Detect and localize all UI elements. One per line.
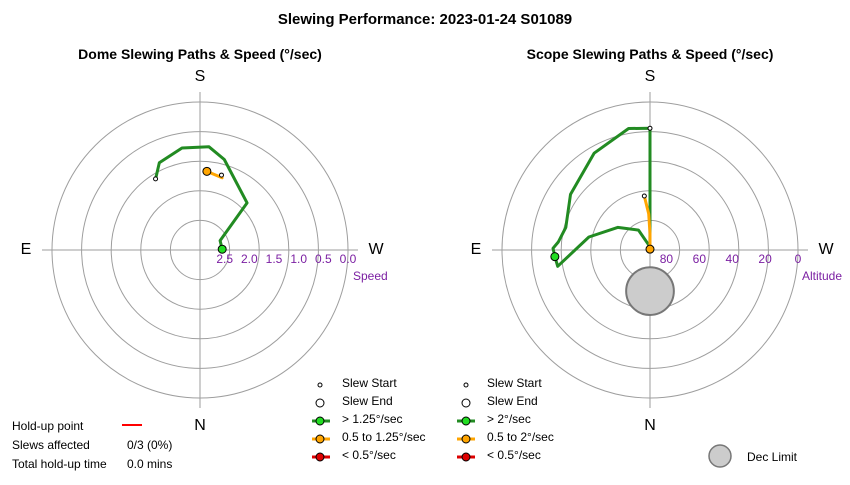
scope-legend-slow: < 0.5°/sec [487, 448, 541, 462]
dome-legend-fast-dot [315, 416, 325, 426]
dome-tick-label: 1.0 [290, 252, 307, 266]
dome-slew-end-marker [217, 244, 227, 254]
scope-tick-label: 80 [660, 252, 674, 266]
scope-compass-e: E [471, 241, 482, 258]
slews-affected-label: Slews affected [12, 438, 90, 452]
scope-compass-s: S [645, 68, 656, 85]
scope-legend-end-marker [461, 398, 471, 408]
dome-slew-start-marker [218, 172, 224, 178]
dome-title: Dome Slewing Paths & Speed (°/sec) [78, 46, 322, 62]
scope-legend-fast-dot [461, 416, 471, 426]
dec-limit-legend-label: Dec Limit [747, 450, 798, 464]
scope-legend-medium-dot [461, 434, 471, 444]
dome-legend-start-marker [317, 382, 323, 388]
dome-legend-start: Slew Start [342, 376, 397, 390]
scope-legend-start: Slew Start [487, 376, 542, 390]
dome-legend-fast: > 1.25°/sec [342, 412, 403, 426]
dome-legend-end: Slew End [342, 394, 393, 408]
dome-compass-n: N [194, 417, 206, 434]
dome-legend-medium: 0.5 to 1.25°/sec [342, 430, 426, 444]
slews-affected-value: 0/3 (0%) [127, 438, 172, 452]
dec-limit-zone [625, 266, 675, 316]
scope-slew-start-marker [647, 125, 653, 131]
scope-dec-limit [625, 266, 675, 316]
holdup-info: Hold-up point Slews affected 0/3 (0%) To… [12, 419, 172, 471]
total-holdup-label: Total hold-up time [12, 457, 107, 471]
dome-compass-w: W [368, 241, 384, 258]
scope-legend-slow-dot [461, 452, 471, 462]
scope-tick-label: 60 [693, 252, 707, 266]
dec-limit-legend-marker [708, 444, 732, 468]
dome-compass-s: S [195, 68, 206, 85]
dome-series-path [154, 145, 249, 251]
dome-panel: Dome Slewing Paths & Speed (°/sec) S N E… [21, 46, 388, 434]
scope-slew-start-marker [641, 193, 647, 199]
scope-compass-w: W [818, 241, 834, 258]
scope-slew-end-marker [550, 252, 560, 262]
dome-tick-labels: 0.0 0.5 1.0 1.5 2.0 2.5 [216, 252, 356, 266]
dome-legend-slow: < 0.5°/sec [342, 448, 396, 462]
scope-tick-label: 20 [758, 252, 772, 266]
scope-paths [550, 125, 655, 268]
dome-slew-start-marker [153, 176, 159, 182]
dome-tick-label: 0.0 [340, 252, 357, 266]
scope-legend-start-marker [463, 382, 469, 388]
scope-compass-n: N [644, 417, 656, 434]
dome-paths [153, 145, 249, 254]
dome-slew-end-marker [202, 166, 212, 176]
dome-axis-name: Speed [353, 269, 388, 283]
scope-legend-fast: > 2°/sec [487, 412, 531, 426]
dome-grid [42, 92, 358, 408]
dome-tick-label: 0.5 [315, 252, 332, 266]
total-holdup-value: 0.0 mins [127, 457, 172, 471]
scope-series-path [551, 126, 652, 268]
scope-tick-label: 40 [726, 252, 740, 266]
dome-legend-end-marker [315, 398, 325, 408]
dome-legend-slow-dot [315, 452, 325, 462]
dome-tick-label: 1.5 [266, 252, 283, 266]
dome-legend-medium-dot [315, 434, 325, 444]
scope-tick-label: 0 [795, 252, 802, 266]
scope-title: Scope Slewing Paths & Speed (°/sec) [527, 46, 774, 62]
scope-panel: Scope Slewing Paths & Speed (°/sec) S N … [471, 46, 843, 434]
scope-legend-medium: 0.5 to 2°/sec [487, 430, 554, 444]
dome-tick-label: 2.5 [216, 252, 233, 266]
scope-axis-name: Altitude [802, 269, 842, 283]
scope-tick-labels: 80 60 40 20 0 [660, 252, 802, 266]
figure-title: Slewing Performance: 2023-01-24 S01089 [278, 11, 572, 28]
dome-tick-label: 2.0 [241, 252, 258, 266]
dome-compass-e: E [21, 241, 32, 258]
holdup-point-label: Hold-up point [12, 419, 84, 433]
scope-legend-end: Slew End [487, 394, 538, 408]
dome-legend: Slew Start Slew End > 1.25°/sec 0.5 to 1… [312, 376, 426, 462]
scope-legend: Slew Start Slew End > 2°/sec 0.5 to 2°/s… [457, 376, 798, 468]
scope-slew-end-marker [645, 244, 655, 254]
